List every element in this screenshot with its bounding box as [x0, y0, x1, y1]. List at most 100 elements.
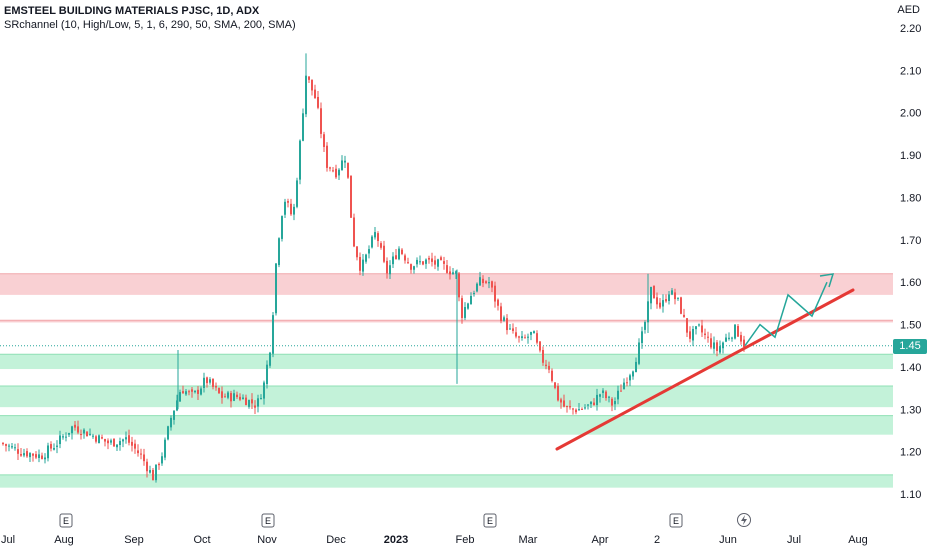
candle-body	[260, 398, 262, 400]
earnings-marker-label: E	[673, 516, 679, 526]
candle-body	[122, 439, 124, 442]
candle-body	[428, 257, 430, 260]
candle-body	[149, 470, 151, 473]
candle-body	[194, 390, 196, 393]
indicator-label[interactable]: SRchannel (10, High/Low, 5, 1, 6, 290, 5…	[4, 19, 296, 31]
candle-body	[389, 265, 391, 275]
candle-body	[344, 160, 346, 163]
sr-zones	[0, 273, 893, 488]
x-tick-label: Aug	[848, 534, 868, 546]
candle-body	[719, 346, 721, 353]
candle-body	[404, 255, 406, 261]
candle-body	[557, 385, 559, 401]
candle-body	[329, 167, 331, 169]
candle-body	[119, 441, 121, 446]
candle-body	[728, 337, 730, 339]
candle-body	[644, 322, 646, 330]
candle-body	[104, 438, 106, 442]
support-zone	[0, 415, 893, 435]
candle-body	[605, 391, 607, 399]
earnings-marker[interactable]: E	[483, 513, 497, 528]
candle-body	[440, 257, 442, 261]
candle-body	[674, 292, 676, 300]
candle-body	[131, 441, 133, 446]
trendline[interactable]	[555, 288, 855, 451]
price-scale[interactable]: 2.20 2.10 2.00 1.90 1.80 1.70 1.60 1.50 1.40 1.30…	[893, 0, 932, 515]
candle-body	[401, 249, 403, 255]
x-tick-label: Mar	[519, 534, 538, 546]
candle-body	[485, 281, 487, 283]
candle-body	[620, 390, 622, 392]
candle-body	[641, 331, 643, 344]
earnings-marker[interactable]: E	[261, 513, 275, 528]
candle-body	[602, 390, 604, 393]
candle-body	[11, 446, 13, 448]
x-tick-label: Sep	[124, 534, 144, 546]
candle-body	[683, 314, 685, 317]
candle-body	[293, 206, 295, 215]
candle-body	[341, 160, 343, 171]
candle-body	[581, 408, 583, 410]
time-scale[interactable]: Jul Aug Sep Oct Nov Dec 2023 Feb Mar Apr 2 Jun Jul Au…	[0, 515, 932, 550]
earnings-marker[interactable]: E	[59, 513, 73, 528]
candle-body	[350, 175, 352, 218]
x-tick-label: Nov	[257, 534, 277, 546]
candle-body	[248, 400, 250, 407]
candle-body	[302, 113, 304, 141]
candle-body	[509, 328, 511, 330]
candle-body	[707, 336, 709, 338]
candle-body	[617, 390, 619, 400]
candle-body	[113, 438, 115, 447]
candle-body	[407, 262, 409, 264]
x-tick-label: Jul	[787, 534, 801, 546]
x-tick-label: Feb	[456, 534, 475, 546]
candle-body	[155, 464, 157, 481]
x-tick-label: Jul	[1, 534, 15, 546]
candle-body	[611, 398, 613, 406]
candle-body	[245, 397, 247, 406]
candle-body	[20, 454, 22, 456]
candle-body	[206, 377, 208, 384]
candle-body	[614, 401, 616, 405]
candle-body	[737, 326, 739, 337]
candle-body	[392, 256, 394, 265]
earnings-marker-box	[59, 513, 73, 528]
candle-body	[569, 406, 571, 408]
candle-body	[497, 299, 499, 306]
candle-body	[185, 391, 187, 395]
candle-body	[269, 352, 271, 366]
candle-body	[98, 435, 100, 444]
candle-body	[560, 399, 562, 403]
candle-body	[116, 444, 118, 448]
earnings-marker-label: E	[487, 516, 493, 526]
candle-body	[632, 371, 634, 377]
candle-body	[221, 391, 223, 398]
candle-body	[572, 408, 574, 410]
candle-body	[125, 437, 127, 440]
candle-body	[395, 255, 397, 259]
candle-body	[548, 365, 550, 370]
earnings-marker[interactable]: E	[669, 513, 683, 528]
x-tick-label: Jun	[719, 534, 737, 546]
x-tick-label: Dec	[326, 534, 346, 546]
candle-body	[107, 440, 109, 444]
x-tick-label: 2	[654, 534, 660, 546]
candle-body	[587, 404, 589, 406]
candle-body	[227, 392, 229, 398]
candle-body	[626, 382, 628, 384]
projection-path[interactable]	[744, 281, 828, 347]
candle-body	[128, 435, 130, 443]
y-tick-label: 1.70	[900, 235, 921, 247]
candle-body	[68, 432, 70, 435]
candle-body	[272, 315, 274, 354]
candle-body	[311, 79, 313, 91]
candle-body	[479, 277, 481, 286]
dividend-icon[interactable]	[737, 513, 751, 527]
resistance-zone	[0, 273, 893, 295]
candle-body	[419, 261, 421, 263]
candle-body	[80, 434, 82, 436]
candle-body	[734, 324, 736, 339]
